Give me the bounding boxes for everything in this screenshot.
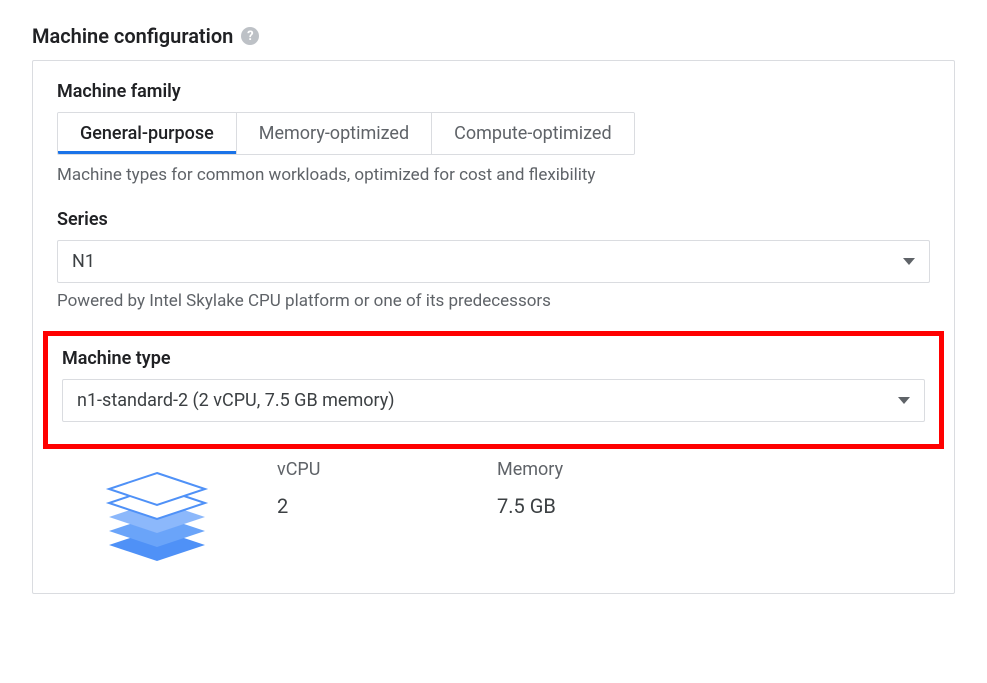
tab-memory-optimized[interactable]: Memory-optimized (237, 113, 432, 154)
chevron-down-icon (903, 258, 915, 265)
machine-type-select[interactable]: n1-standard-2 (2 vCPU, 7.5 GB memory) (62, 379, 925, 422)
spec-memory-value: 7.5 GB (497, 494, 657, 518)
layers-icon (97, 459, 217, 569)
machine-configuration-panel: Machine family General-purpose Memory-op… (32, 60, 955, 594)
spec-memory-label: Memory (497, 459, 657, 480)
series-label: Series (57, 209, 930, 230)
tab-label: General-purpose (80, 123, 214, 144)
series-description: Powered by Intel Skylake CPU platform or… (57, 291, 930, 311)
chevron-down-icon (898, 397, 910, 404)
series-select[interactable]: N1 (57, 240, 930, 283)
help-icon[interactable]: ? (241, 27, 259, 45)
spec-vcpu-value: 2 (277, 494, 437, 518)
tab-general-purpose[interactable]: General-purpose (58, 113, 237, 154)
machine-type-highlight: Machine type n1-standard-2 (2 vCPU, 7.5 … (43, 331, 944, 449)
machine-type-label: Machine type (62, 348, 925, 369)
machine-family-label: Machine family (57, 81, 930, 102)
spec-vcpu-label: vCPU (277, 459, 437, 480)
tab-label: Memory-optimized (259, 123, 409, 144)
series-selected-value: N1 (72, 251, 95, 272)
machine-family-description: Machine types for common workloads, opti… (57, 165, 930, 185)
tab-compute-optimized[interactable]: Compute-optimized (432, 113, 634, 154)
machine-type-selected-value: n1-standard-2 (2 vCPU, 7.5 GB memory) (77, 390, 395, 411)
machine-family-tabs: General-purpose Memory-optimized Compute… (57, 112, 635, 155)
machine-spec-row: vCPU 2 Memory 7.5 GB (57, 459, 930, 569)
spec-vcpu: vCPU 2 (277, 459, 437, 518)
section-header: Machine configuration ? (32, 24, 955, 48)
section-title: Machine configuration (32, 24, 233, 48)
tab-label: Compute-optimized (454, 123, 612, 144)
spec-memory: Memory 7.5 GB (497, 459, 657, 518)
